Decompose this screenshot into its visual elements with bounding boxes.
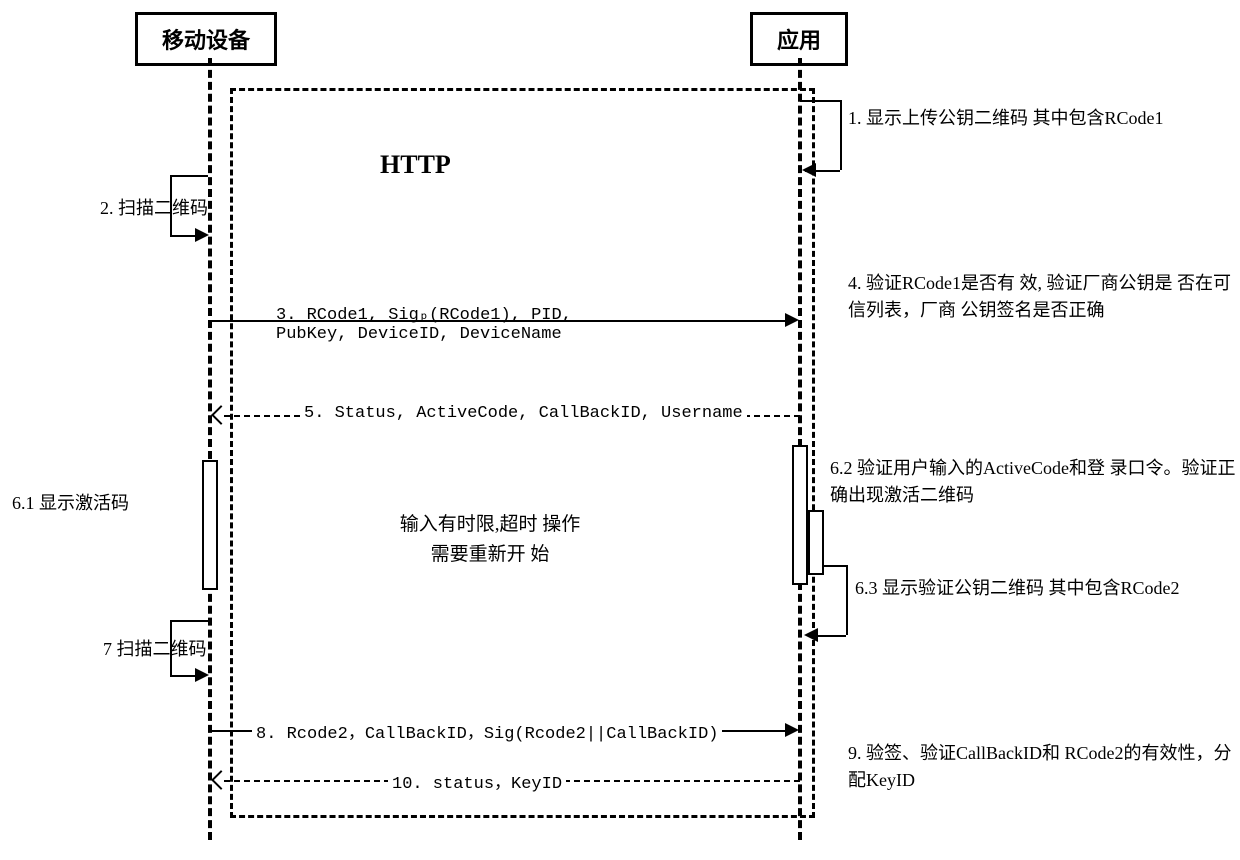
m1-label: 1. 显示上传公钥二维码 其中包含RCode1	[848, 105, 1164, 132]
lifeline-left	[208, 58, 212, 840]
m2-label: 2. 扫描二维码	[100, 195, 208, 222]
m6-3-v	[846, 565, 848, 635]
m8-label: 8. Rcode2，CallBackID，Sig(Rcode2||CallBac…	[252, 718, 722, 744]
m9-label: 9. 验签、验证CallBackID和 RCode2的有效性，分配KeyID	[848, 740, 1240, 794]
m8-arrow	[785, 723, 799, 737]
m1-h1	[800, 100, 840, 102]
m6-3-arrow	[804, 628, 818, 642]
m4-label: 4. 验证RCode1是否有 效, 验证厂商公钥是 否在可信列表，厂商 公钥签名…	[848, 270, 1240, 324]
m2-arrow	[195, 228, 209, 242]
m5-arrow	[211, 405, 231, 425]
m7-h1	[170, 620, 208, 622]
m6-3-label: 6.3 显示验证公钥二维码 其中包含RCode2	[855, 575, 1180, 602]
activation-left	[202, 460, 218, 590]
m6-1-label: 6.1 显示激活码	[12, 490, 129, 517]
activation-right1	[792, 445, 808, 585]
activation-right2	[808, 510, 824, 575]
m3-label: 3. RCode1, Sigₚ(RCode1), PID, PubKey, De…	[276, 304, 572, 344]
m1-arrow	[802, 163, 816, 177]
m5-label: 5. Status, ActiveCode, CallBackID, Usern…	[300, 404, 747, 423]
http-frame	[230, 88, 815, 818]
center-note: 输入有时限,超时 操作需要重新开 始	[395, 510, 585, 571]
m6-3-h1	[824, 565, 846, 567]
participant-left: 移动设备	[135, 12, 277, 66]
m6-2-label: 6.2 验证用户输入的ActiveCode和登 录口令。验证正确出现激活二维码	[830, 455, 1240, 509]
m7-label: 7 扫描二维码	[103, 636, 207, 663]
m2-h1	[170, 175, 208, 177]
m7-arrow	[195, 668, 209, 682]
http-frame-label: HTTP	[380, 150, 451, 180]
m3-arrow	[785, 313, 799, 327]
m10-label: 10. status，KeyID	[388, 768, 566, 794]
m10-arrow	[211, 770, 231, 790]
m1-v	[840, 100, 842, 170]
